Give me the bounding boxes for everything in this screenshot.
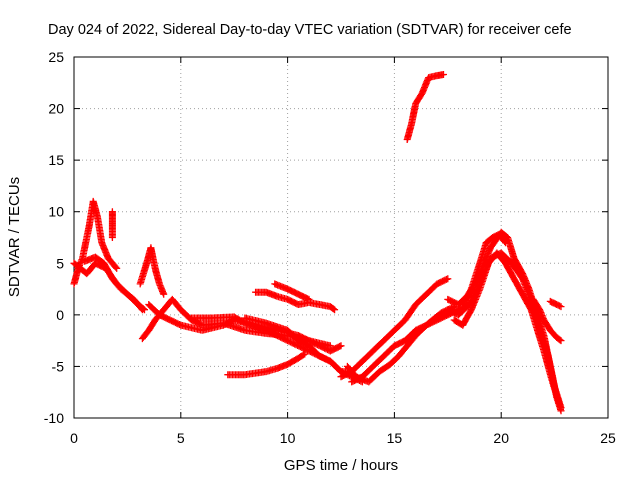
data-point (160, 290, 168, 298)
x-tick-label: 20 (493, 430, 509, 446)
data-point (299, 351, 307, 359)
series-arc-9 (224, 350, 309, 379)
series-arc-4 (136, 244, 168, 298)
y-tick-label: 25 (48, 49, 64, 65)
data-point (337, 342, 345, 350)
data-point (444, 275, 452, 283)
data-points (70, 71, 565, 415)
x-tick-label: 15 (387, 430, 403, 446)
y-tick-label: 20 (48, 101, 64, 117)
chart-title: Day 024 of 2022, Sidereal Day-to-day VTE… (48, 22, 572, 38)
data-point (304, 295, 312, 303)
data-point (155, 280, 163, 288)
data-point (440, 71, 447, 78)
data-point (330, 305, 337, 313)
data-point (305, 295, 313, 303)
data-point (501, 238, 509, 245)
data-point (556, 336, 564, 344)
series-arc-19 (459, 230, 509, 308)
series-arc-18 (450, 249, 563, 406)
data-point (113, 264, 121, 272)
data-point (556, 302, 564, 310)
y-tick-label: -10 (44, 410, 64, 426)
x-tick-label: 0 (70, 430, 78, 446)
y-axis-title: SDTVAR / TECUs (6, 177, 23, 297)
data-point (331, 306, 339, 314)
data-point (108, 208, 116, 216)
series-arc-8 (241, 314, 356, 376)
series-spike-a (108, 208, 116, 241)
x-tick-label: 10 (280, 430, 296, 446)
axis-ticks: 0 5 10 15 20 25 -10 -5 0 5 10 15 20 25 (44, 49, 616, 446)
series-arc-1 (70, 197, 121, 288)
data-point (555, 399, 563, 406)
plot-frame (73, 56, 609, 419)
series-arc-21 (546, 297, 565, 311)
x-tick-label: 25 (600, 430, 616, 446)
y-tick-label: 0 (56, 307, 64, 323)
series-arc-15 (403, 71, 447, 143)
x-axis-title: GPS time / hours (284, 457, 398, 474)
y-tick-label: 10 (48, 204, 64, 220)
data-point (502, 239, 509, 247)
series-arc-11 (271, 280, 313, 303)
grid-lines (74, 57, 608, 418)
series-arc-14 (343, 303, 458, 386)
series-arc-17 (444, 249, 565, 412)
y-tick-label: 15 (48, 152, 64, 168)
series-arc-12 (337, 275, 452, 381)
data-point (557, 303, 565, 311)
series-arc-3 (81, 253, 146, 314)
series-arc-10 (252, 288, 339, 314)
data-point (112, 263, 120, 271)
data-point (557, 337, 565, 345)
data-point (557, 404, 565, 412)
data-point (138, 306, 146, 314)
data-point (301, 350, 309, 358)
y-tick-label: -5 (52, 358, 65, 374)
data-point (137, 305, 145, 313)
y-tick-label: 5 (56, 255, 64, 271)
series-arc-20 (529, 295, 565, 345)
x-tick-label: 5 (177, 430, 185, 446)
